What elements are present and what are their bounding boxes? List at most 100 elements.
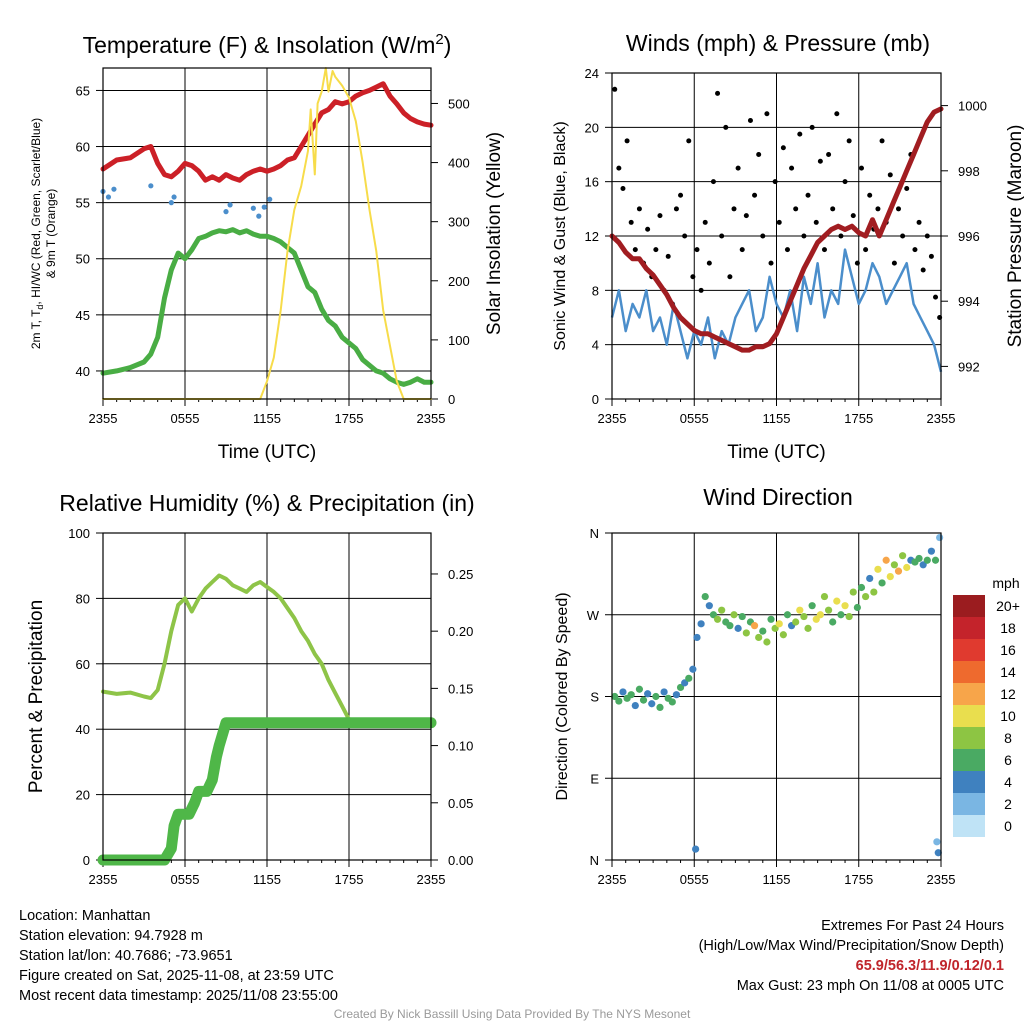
direction-point — [927, 547, 936, 555]
wind-chill-point — [267, 196, 273, 202]
gust-point — [743, 213, 749, 219]
y-right-tick-label: 0.10 — [448, 739, 473, 754]
direction-point — [845, 612, 853, 621]
gust-point — [739, 247, 745, 253]
x-tick-label: 1155 — [763, 872, 791, 887]
gust-point — [764, 111, 770, 117]
gust-point — [793, 206, 799, 212]
gust-point — [665, 253, 671, 259]
direction-point — [804, 624, 812, 632]
direction-point — [857, 583, 866, 592]
y-tick-label: 40 — [76, 722, 90, 737]
wind-chill-point — [111, 186, 117, 192]
direction-point — [713, 615, 722, 623]
gust-point — [772, 179, 778, 185]
y-tick-label: 0 — [83, 853, 90, 868]
direction-point — [767, 615, 775, 623]
direction-point — [792, 618, 800, 626]
direction-point — [627, 691, 635, 699]
gust-point — [698, 287, 704, 293]
x-tick-label: 0555 — [171, 411, 200, 426]
y-axis-label: 2m T, Td, HI/WC (Red, Green, Scarlet/Blu… — [29, 118, 45, 349]
direction-point — [931, 556, 940, 564]
gust-point — [776, 219, 782, 225]
y-tick-label: 8 — [592, 283, 599, 298]
gust-point — [846, 138, 852, 144]
chart-title: Wind Direction — [703, 484, 853, 510]
gust-point — [912, 247, 918, 253]
wind-chill-point — [250, 205, 256, 211]
gust-point — [879, 138, 885, 144]
gust-point — [752, 192, 758, 198]
x-tick-label: 2355 — [927, 872, 956, 887]
direction-point — [800, 612, 808, 621]
direction-point — [936, 533, 944, 542]
colorbar-title: mph — [992, 575, 1019, 591]
x-tick-label: 1755 — [335, 411, 364, 426]
direction-point — [726, 622, 734, 630]
y-tick-label: 55 — [76, 196, 90, 211]
x-tick-label: 1155 — [253, 411, 281, 426]
y-axis-label: Percent & Precipitation — [26, 600, 47, 793]
y-tick-label: 45 — [76, 308, 90, 323]
y-axis-label-line2: & 9m T (Orange) — [44, 189, 58, 279]
direction-point — [742, 629, 750, 637]
direction-chart: 2355 0555 1155 1755 2355 N E S W N Wind Direction D… — [554, 484, 1020, 887]
y-tick-label: 40 — [76, 364, 90, 379]
colorbar-label: 2 — [1004, 796, 1012, 812]
y-tick-label: N — [590, 526, 599, 541]
pressure-line — [609, 106, 944, 353]
direction-point — [853, 603, 861, 612]
gust-point — [784, 247, 790, 253]
direction-point — [849, 588, 857, 596]
direction-point — [635, 685, 644, 693]
direction-point — [779, 631, 787, 639]
gust-point — [727, 274, 733, 280]
gust-point — [768, 260, 774, 266]
gust-point — [735, 165, 741, 171]
chart-title: Relative Humidity (%) & Precipitation (i… — [59, 490, 474, 516]
colorbar-swatch — [953, 727, 985, 749]
gust-point — [620, 185, 626, 191]
direction-point — [796, 606, 804, 614]
colorbar-swatch — [953, 815, 985, 837]
gust-point — [719, 233, 725, 239]
gust-point — [645, 226, 651, 232]
gust-point — [891, 260, 897, 266]
location-text: Location: Manhattan — [19, 908, 151, 924]
x-axis-label: Time (UTC) — [218, 442, 317, 463]
plot-frame — [611, 72, 942, 400]
direction-point — [915, 554, 923, 563]
y-tick-label: W — [587, 608, 600, 623]
wind-chill-point — [105, 194, 112, 200]
direction-point — [685, 674, 693, 682]
gust-point — [805, 192, 811, 198]
y-right-tick-label: 1000 — [958, 99, 987, 114]
direction-point — [923, 556, 931, 564]
gust-point — [702, 219, 708, 225]
gust-point — [678, 192, 684, 198]
y-right-tick-label: 0.25 — [448, 567, 473, 582]
y-right-tick-label: 0.20 — [448, 624, 473, 639]
x-tick-label: 1155 — [763, 411, 791, 426]
y-right-tick-label: 0.00 — [448, 853, 473, 868]
direction-point — [824, 606, 833, 614]
gust-point — [813, 219, 819, 225]
direction-point — [841, 602, 849, 610]
direction-point — [783, 611, 792, 619]
colorbar-label: 6 — [1004, 752, 1012, 768]
direction-point — [639, 696, 648, 704]
extremes-subtitle: (High/Low/Max Wind/Precipitation/Snow De… — [698, 938, 1004, 954]
gust-point — [636, 206, 642, 212]
x-tick-label: 2355 — [417, 872, 446, 887]
gust-point — [842, 179, 848, 185]
dewpoint-line — [100, 227, 434, 387]
colorbar-swatch — [953, 617, 985, 639]
gust-point — [657, 213, 663, 219]
gust-point — [867, 192, 873, 198]
station-info: Location: Manhattan Station elevation: 9… — [19, 906, 338, 1006]
credit-text: Created By Nick Bassill Using Data Provi… — [333, 1007, 691, 1021]
x-tick-label: 1755 — [844, 411, 873, 426]
colorbar-label: 16 — [1000, 642, 1016, 658]
gust-point — [682, 233, 688, 239]
